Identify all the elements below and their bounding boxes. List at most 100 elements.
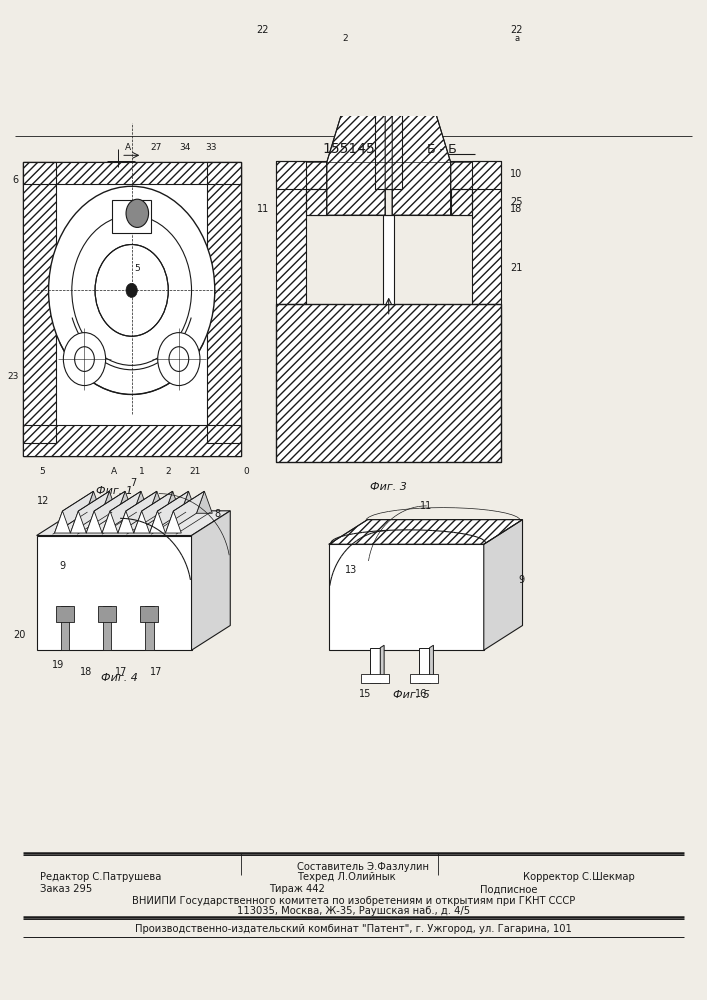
Polygon shape — [361, 674, 389, 683]
Text: ВНИИПИ Государственного комитета по изобретениям и открытиям при ГКНТ СССР: ВНИИПИ Государственного комитета по изоб… — [132, 896, 575, 906]
Bar — [305, 189, 327, 215]
Text: Фиг. 1: Фиг. 1 — [95, 486, 132, 496]
Bar — [112, 200, 151, 233]
Text: 25: 25 — [510, 197, 522, 207]
Polygon shape — [370, 648, 380, 683]
Polygon shape — [192, 511, 230, 650]
Polygon shape — [134, 491, 173, 533]
Polygon shape — [149, 491, 165, 513]
Polygon shape — [37, 536, 192, 650]
Bar — [23, 162, 57, 443]
Polygon shape — [37, 511, 230, 536]
Text: 20: 20 — [13, 630, 25, 640]
Circle shape — [49, 186, 215, 394]
Polygon shape — [165, 511, 181, 533]
Text: 1: 1 — [139, 467, 145, 476]
Bar — [450, 189, 472, 215]
Polygon shape — [180, 491, 197, 513]
Text: Фиг. 4: Фиг. 4 — [101, 673, 138, 683]
Text: 10: 10 — [510, 169, 522, 179]
Text: 16: 16 — [415, 689, 427, 699]
Text: 8: 8 — [214, 509, 221, 519]
Bar — [23, 425, 241, 456]
Polygon shape — [86, 511, 102, 533]
Circle shape — [126, 283, 137, 297]
Text: Заказ 295: Заказ 295 — [40, 884, 93, 894]
Text: 13: 13 — [345, 565, 357, 575]
Polygon shape — [329, 544, 484, 650]
Text: 19: 19 — [52, 660, 64, 670]
Polygon shape — [102, 511, 118, 533]
Polygon shape — [484, 520, 522, 650]
Polygon shape — [150, 511, 165, 533]
Text: Производственно-издательский комбинат "Патент", г. Ужгород, ул. Гагарина, 101: Производственно-издательский комбинат "П… — [135, 924, 572, 934]
Polygon shape — [61, 606, 69, 650]
Bar — [276, 161, 305, 304]
Text: 5: 5 — [134, 264, 140, 273]
Bar — [375, 0, 402, 189]
Bar — [276, 161, 501, 189]
Text: 21: 21 — [510, 263, 522, 273]
Text: 18: 18 — [80, 667, 92, 677]
Text: 34: 34 — [179, 143, 190, 152]
Text: 17: 17 — [150, 667, 163, 677]
Text: Техред Л.Олийнык: Техред Л.Олийнык — [297, 872, 396, 882]
Polygon shape — [410, 674, 438, 683]
Bar — [276, 161, 305, 304]
Circle shape — [158, 333, 200, 386]
Polygon shape — [165, 491, 204, 533]
Text: Тираж 442: Тираж 442 — [269, 884, 325, 894]
Polygon shape — [118, 511, 134, 533]
Bar — [23, 425, 241, 456]
Text: 18: 18 — [510, 204, 522, 214]
Polygon shape — [133, 491, 149, 513]
Text: 1551457: 1551457 — [323, 142, 384, 156]
Bar — [207, 162, 241, 443]
Text: a: a — [514, 34, 520, 43]
Bar — [23, 162, 241, 184]
Bar — [276, 161, 501, 189]
Polygon shape — [197, 491, 212, 513]
Text: 33: 33 — [206, 143, 217, 152]
Text: 15: 15 — [358, 689, 371, 699]
Bar — [375, 0, 402, 189]
Polygon shape — [103, 606, 111, 650]
Bar — [305, 189, 327, 215]
Text: 11: 11 — [419, 501, 432, 511]
Text: 113035, Москва, Ж-35, Раушская наб., д. 4/5: 113035, Москва, Ж-35, Раушская наб., д. … — [237, 906, 470, 916]
Text: 6: 6 — [13, 175, 19, 185]
Circle shape — [126, 199, 148, 227]
Text: 17: 17 — [115, 667, 127, 677]
Bar — [276, 304, 501, 462]
Bar — [371, 0, 407, 21]
Bar — [383, 215, 395, 304]
Polygon shape — [329, 520, 522, 544]
Polygon shape — [165, 491, 180, 513]
Bar — [23, 162, 241, 456]
Text: 21: 21 — [189, 467, 201, 476]
Polygon shape — [71, 511, 86, 533]
Polygon shape — [118, 491, 157, 533]
Polygon shape — [56, 606, 74, 622]
Polygon shape — [101, 491, 117, 513]
Text: Б - Б: Б - Б — [426, 143, 457, 156]
Polygon shape — [150, 491, 189, 533]
Polygon shape — [86, 491, 125, 533]
Text: Корректор С.Шекмар: Корректор С.Шекмар — [522, 872, 634, 882]
Text: 11: 11 — [257, 204, 269, 214]
Circle shape — [95, 245, 168, 336]
Polygon shape — [102, 491, 141, 533]
Bar — [472, 161, 501, 304]
Polygon shape — [54, 511, 71, 533]
Polygon shape — [145, 606, 153, 650]
Text: Фиг. 5: Фиг. 5 — [393, 690, 430, 700]
Polygon shape — [134, 511, 150, 533]
Polygon shape — [54, 491, 93, 533]
Text: 9: 9 — [518, 575, 524, 585]
Bar — [207, 162, 241, 443]
Bar — [361, 27, 417, 51]
Text: 0: 0 — [244, 467, 250, 476]
Polygon shape — [430, 645, 433, 683]
Text: А: А — [111, 467, 117, 476]
Text: 2: 2 — [165, 467, 171, 476]
